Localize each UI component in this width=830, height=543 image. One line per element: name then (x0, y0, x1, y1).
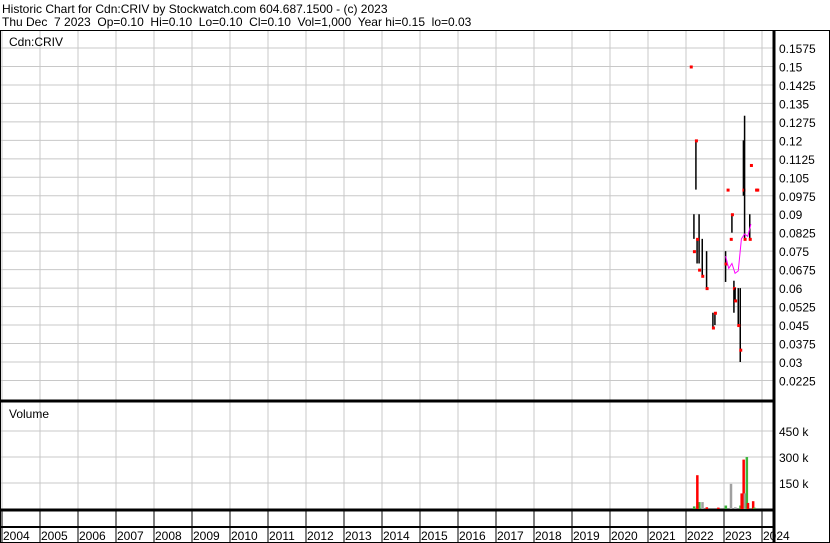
price-panel-label: Cdn:CRIV (9, 35, 63, 49)
volume-bar (746, 502, 750, 509)
price-tick-label: 0.1575 (779, 42, 816, 56)
price-tick-label: 0.135 (779, 97, 809, 111)
price-tick-label: 0.1275 (779, 116, 816, 130)
year-label: 2017 (497, 529, 524, 543)
volume-tick-label: 150 k (779, 477, 809, 491)
year-label: 2015 (421, 529, 448, 543)
close-marker (713, 311, 717, 315)
volume-bar (734, 507, 737, 509)
volume-panel-label: Volume (9, 407, 49, 421)
close-marker (749, 163, 753, 167)
close-marker (743, 237, 747, 241)
volume-bar (753, 507, 756, 509)
year-label: 2024 (763, 529, 790, 543)
volume-bar (724, 505, 728, 509)
price-tick-label: 0.045 (779, 319, 809, 333)
close-marker (729, 237, 733, 241)
price-tick-label: 0.03 (779, 356, 803, 370)
close-marker (705, 287, 709, 291)
volume-tick-label: 450 k (779, 425, 809, 439)
chart-title: Historic Chart for Cdn:CRIV by Stockwatc… (2, 2, 388, 16)
year-label: 2007 (117, 529, 144, 543)
year-label: 2014 (383, 529, 410, 543)
price-tick-label: 0.12 (779, 134, 803, 148)
volume-bar (740, 493, 743, 509)
close-marker (734, 299, 738, 303)
close-marker (696, 237, 700, 241)
price-tick-label: 0.0675 (779, 264, 816, 278)
year-label: 2010 (231, 529, 258, 543)
year-label: 2005 (41, 529, 68, 543)
close-marker (726, 188, 730, 192)
close-marker (689, 65, 693, 69)
price-tick-label: 0.0825 (779, 227, 816, 241)
year-label: 2013 (345, 529, 372, 543)
volume-bar (751, 501, 755, 509)
year-label: 2018 (535, 529, 562, 543)
price-tick-label: 0.06 (779, 282, 803, 296)
close-marker (756, 188, 760, 192)
close-marker (694, 139, 698, 143)
price-tick-label: 0.105 (779, 171, 809, 185)
close-marker (701, 274, 705, 278)
volume-bar (698, 502, 701, 509)
price-tick-label: 0.075 (779, 245, 809, 259)
close-marker (711, 326, 715, 330)
price-tick-label: 0.1425 (779, 79, 816, 93)
year-label: 2011 (269, 529, 295, 543)
volume-bar (717, 507, 720, 509)
moving-average-line (725, 223, 752, 275)
year-label: 2004 (3, 529, 30, 543)
price-tick-label: 0.0225 (779, 374, 816, 388)
price-tick-label: 0.1125 (779, 153, 815, 167)
close-marker (698, 268, 702, 272)
volume-bar (696, 475, 699, 509)
year-label: 2020 (611, 529, 638, 543)
close-marker (724, 262, 728, 266)
price-tick-label: 0.15 (779, 60, 803, 74)
volume-bar (745, 457, 749, 509)
year-label: 2019 (573, 529, 600, 543)
year-label: 2008 (155, 529, 182, 543)
close-marker (692, 250, 696, 254)
chart-border (0, 30, 830, 543)
volume-bar (743, 493, 747, 509)
volume-bar (705, 507, 709, 509)
volume-bar (729, 483, 733, 509)
year-label: 2023 (725, 529, 752, 543)
volume-bar (701, 502, 704, 509)
year-label: 2009 (193, 529, 220, 543)
volume-tick-label: 300 k (779, 451, 809, 465)
volume-bar (692, 506, 696, 509)
price-tick-label: 0.0525 (779, 301, 816, 315)
quote-summary: Thu Dec 7 2023 Op=0.10 Hi=0.10 Lo=0.10 C… (2, 15, 472, 29)
volume-bar (742, 459, 745, 509)
year-label: 2006 (79, 529, 106, 543)
price-tick-label: 0.0975 (779, 190, 816, 204)
close-marker (748, 237, 752, 241)
close-marker (739, 348, 743, 352)
year-label: 2016 (459, 529, 486, 543)
close-marker (737, 324, 741, 328)
price-tick-label: 0.0375 (779, 338, 816, 352)
close-marker (730, 213, 734, 217)
year-label: 2021 (649, 529, 676, 543)
year-label: 2012 (307, 529, 334, 543)
price-tick-label: 0.09 (779, 208, 803, 222)
year-label: 2022 (687, 529, 714, 543)
